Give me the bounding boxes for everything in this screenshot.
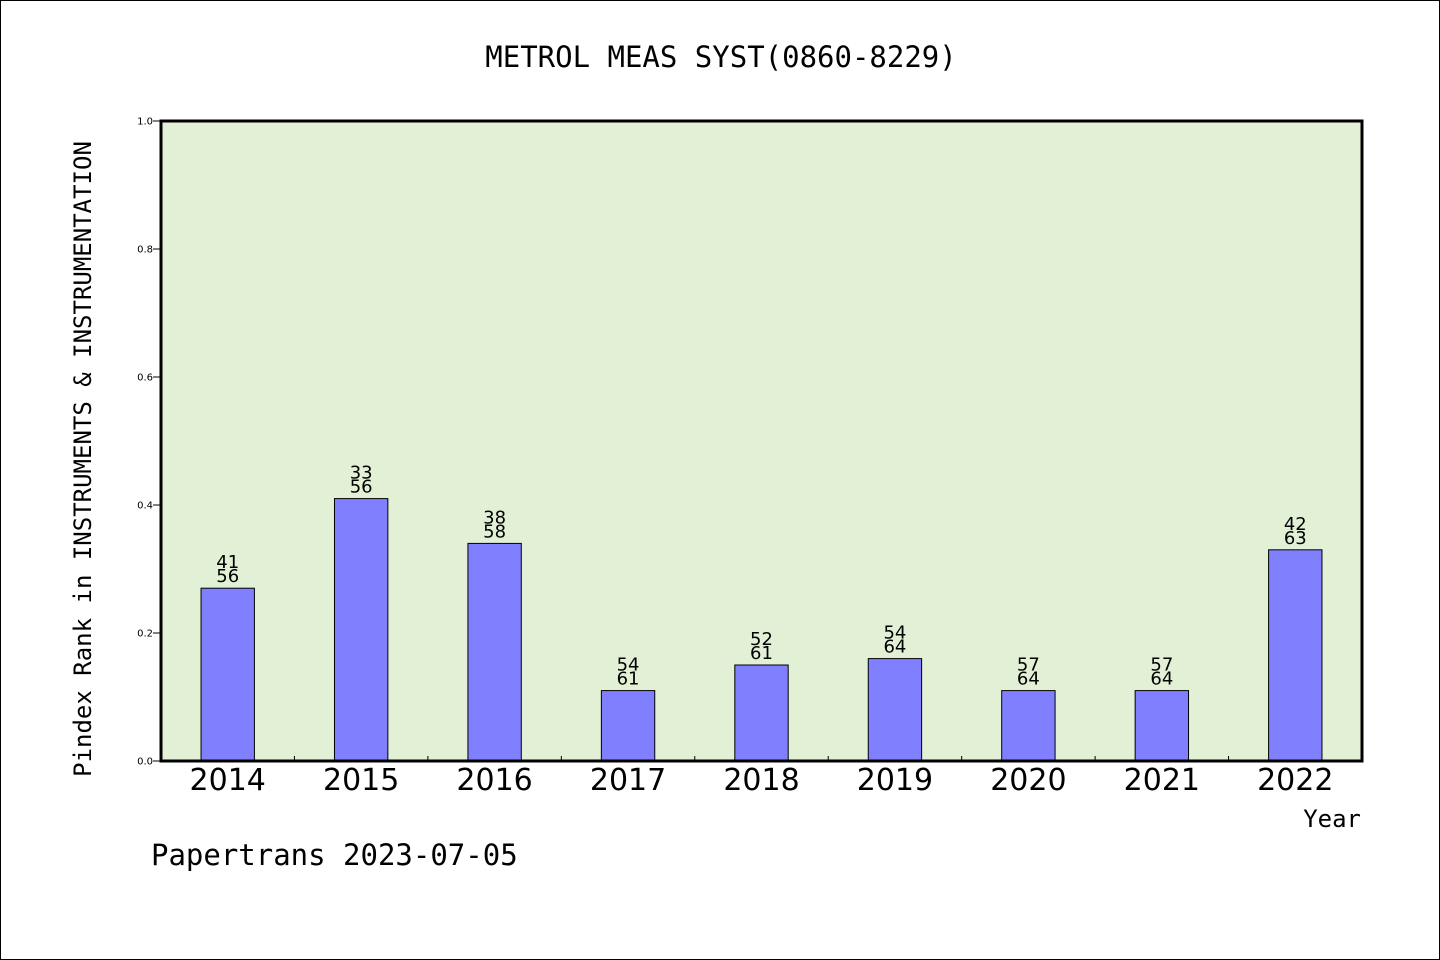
- rank-label-bottom: 56: [216, 566, 239, 587]
- bar-2016: [467, 542, 522, 762]
- rank-label-bottom: 64: [1017, 669, 1040, 690]
- bar-2017: [600, 690, 656, 762]
- bar-2019: [867, 658, 923, 762]
- rank-label-top: 52: [750, 629, 773, 650]
- x-tick-label: 2019: [857, 763, 933, 798]
- x-tick-label: 2015: [323, 763, 399, 798]
- x-tick-label: 2018: [723, 763, 799, 798]
- y-tick-label: 0.2: [137, 629, 153, 640]
- rank-label-top: 57: [1150, 655, 1173, 676]
- footer-text: Papertrans 2023-07-05: [151, 838, 518, 872]
- x-tick-label: 2016: [456, 763, 532, 798]
- x-axis-label: Year: [1303, 805, 1361, 833]
- rank-label-bottom: 64: [1150, 669, 1173, 690]
- rank-label-bottom: 61: [750, 643, 773, 664]
- x-tick-label: 2022: [1257, 763, 1333, 798]
- chart-title: METROL MEAS SYST(0860-8229): [485, 40, 956, 74]
- rank-label-top: 57: [1017, 655, 1040, 676]
- rank-label-top: 42: [1284, 514, 1307, 535]
- rank-label-top: 33: [350, 463, 373, 484]
- x-tick-label: 2014: [190, 763, 266, 798]
- y-tick-label: 0.6: [137, 373, 153, 384]
- plot-border: [159, 119, 1364, 763]
- rank-label-bottom: 56: [350, 477, 373, 498]
- rank-label-bottom: 63: [1284, 528, 1307, 549]
- y-tick-label: 1.0: [137, 117, 153, 128]
- bar-2021: [1134, 690, 1190, 762]
- rank-label-top: 41: [216, 552, 239, 573]
- y-tick-label: 0.0: [137, 757, 153, 768]
- bar-2015: [333, 498, 389, 762]
- x-tick-label: 2020: [990, 763, 1066, 798]
- rank-label-bottom: 61: [617, 669, 640, 690]
- y-axis: 0.0 0.2 0.4 0.6 0.8 1.0: [137, 117, 161, 768]
- x-axis: 2014 2015 2016 2017 2018 2019 2020 2021 2022: [190, 756, 1333, 798]
- y-tick-label: 0.8: [137, 245, 153, 256]
- rank-label-top: 38: [483, 507, 506, 528]
- bar-2020: [1001, 690, 1056, 762]
- rank-label-top: 54: [883, 623, 906, 644]
- rank-label-top: 54: [617, 655, 640, 676]
- x-tick-label: 2021: [1124, 763, 1200, 798]
- y-axis-label: Pindex Rank in INSTRUMENTS & INSTRUMENTA…: [69, 141, 97, 777]
- bar-2014: [200, 587, 255, 762]
- rank-label-bottom: 58: [483, 521, 506, 542]
- rank-label-bottom: 64: [883, 637, 906, 658]
- y-tick-label: 0.4: [137, 501, 153, 512]
- bar-2018: [734, 664, 789, 762]
- bar-2022: [1268, 549, 1323, 762]
- x-tick-label: 2017: [590, 763, 666, 798]
